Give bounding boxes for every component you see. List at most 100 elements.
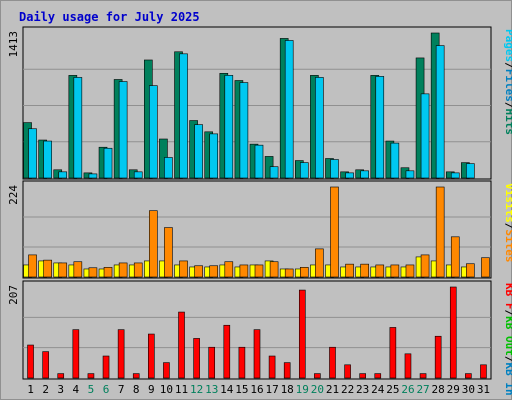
x-tick-label-day-25: 25 [386,383,399,396]
bar-files-day-4 [73,77,83,179]
bar-files-day-23 [360,170,369,179]
x-tick-label-day-6: 6 [103,383,110,396]
bar-kb-f-day-24 [374,373,382,379]
bar-kb-f-day-20 [314,373,321,379]
legend-entry: KB F [503,283,512,310]
bar-files-day-18 [284,40,294,179]
bar-sites-day-16 [254,264,264,278]
bar-sites-day-11 [179,260,188,278]
bar-files-day-3 [58,171,68,179]
bar-files-day-15 [239,82,249,179]
x-tick-label-day-24: 24 [371,383,385,396]
x-tick-label-day-21: 21 [326,383,339,396]
legend-entry: / [503,102,512,109]
legend-entry: / [503,356,512,363]
x-tick-label-day-16: 16 [250,383,263,396]
bar-files-day-21 [330,159,339,179]
bar-sites-day-22 [345,263,354,278]
x-tick-label-day-3: 3 [57,383,64,396]
x-tick-label-day-23: 23 [356,383,369,396]
legend-entry: / [503,310,512,317]
x-tick-label-day-18: 18 [281,383,294,396]
bar-sites-day-4 [73,261,83,278]
bar-sites-day-24 [375,264,385,278]
x-tick-label-day-20: 20 [311,383,324,396]
bar-kb-f-day-13 [208,346,216,379]
bar-files-day-6 [103,147,113,179]
bar-files-day-30 [466,163,475,179]
bar-sites-day-6 [103,267,113,278]
legend-entry: Hits [503,109,512,136]
bar-kb-f-day-2 [42,351,49,379]
bar-sites-day-18 [284,268,294,278]
bar-files-day-17 [269,166,279,179]
bar-files-day-7 [118,81,128,179]
x-tick-label-day-17: 17 [265,383,278,396]
bar-files-day-9 [149,85,158,179]
x-tick-label-day-29: 29 [447,383,460,396]
bar-files-day-13 [209,133,219,179]
bar-sites-day-12 [194,265,203,278]
bar-kb-f-day-18 [283,362,291,379]
bar-sites-day-7 [118,262,128,278]
bar-kb-f-day-12 [193,338,200,379]
bar-sites-day-26 [405,264,415,278]
x-tick-label-day-7: 7 [118,383,125,396]
bar-files-day-8 [133,171,143,179]
chart-panel-2: 224 Visits/Sites [7,180,512,279]
panel-legend: KB F/KB Out/KB In [503,283,512,396]
panel-frame [22,180,492,279]
bar-files-day-10 [164,157,173,179]
bar-files-day-5 [88,173,98,179]
x-tick-label-day-26: 26 [401,383,414,396]
bar-kb-f-day-3 [57,373,65,379]
bar-sites-day-8 [133,262,143,278]
x-tick-label-day-11: 11 [175,383,188,396]
bar-files-day-28 [435,45,445,179]
bar-files-day-27 [420,93,430,179]
panel-legend: Pages/Files/Hits [503,29,512,135]
bar-kb-f-day-17 [268,355,276,379]
x-tick-label-day-30: 30 [462,383,475,396]
bar-files-day-20 [315,77,324,179]
bar-files-day-14 [224,75,234,179]
bar-kb-f-day-1 [27,344,34,379]
bar-kb-f-day-16 [253,329,261,379]
y-axis-max-label: 207 [7,285,20,305]
x-tick-label-day-28: 28 [432,383,445,396]
bar-sites-day-9 [149,210,158,278]
bar-sites-day-14 [224,261,234,278]
x-tick-label-day-14: 14 [220,383,234,396]
x-tick-label-day-19: 19 [296,383,309,396]
bar-files-day-16 [254,144,264,179]
x-tick-label-day-9: 9 [148,383,155,396]
bar-kb-f-day-15 [238,346,246,379]
x-tick-label-day-22: 22 [341,383,354,396]
legend-entry: Files [503,69,512,102]
bar-kb-f-day-10 [163,362,170,379]
bar-files-day-1 [28,128,37,179]
bar-files-day-29 [450,172,460,179]
bar-sites-day-23 [360,263,369,278]
bar-sites-day-29 [450,236,460,278]
bar-sites-day-25 [390,264,400,278]
bar-kb-f-day-30 [465,373,472,379]
legend-entry: Pages [503,29,512,62]
bar-files-day-11 [179,53,188,179]
bar-sites-day-1 [28,254,37,278]
y-axis-max-label: 1413 [7,31,20,58]
x-tick-label-day-2: 2 [42,383,49,396]
bar-sites-day-5 [88,267,98,278]
legend-entry: / [503,223,512,230]
bar-kb-f-day-11 [178,311,185,379]
chart-title: Daily usage for July 2025 [19,10,200,24]
bar-sites-day-2 [43,259,52,278]
bar-kb-f-day-26 [404,353,412,379]
bar-kb-f-day-27 [419,373,427,379]
bar-kb-f-day-29 [449,286,457,379]
x-tick-label-day-15: 15 [235,383,248,396]
